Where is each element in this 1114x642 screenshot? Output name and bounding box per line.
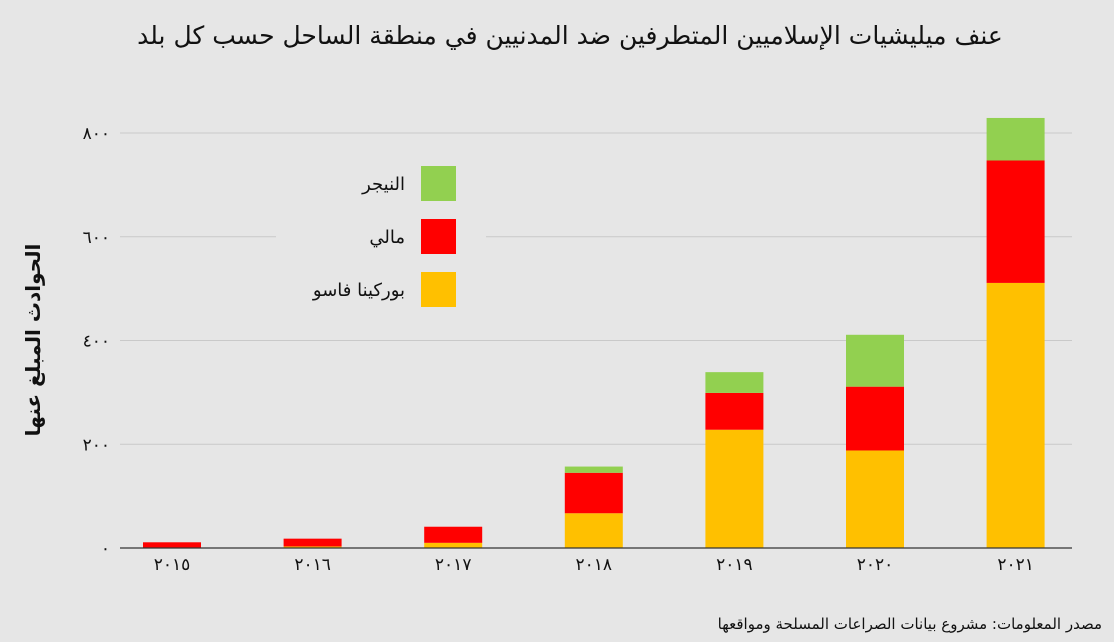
chart-title: عنف ميليشيات الإسلاميين المتطرفين ضد الم… [137,21,1003,50]
legend-label: بوركينا فاسو [312,280,405,301]
bar-segment [564,472,623,514]
legend: النيجر مالي بوركينا فاسو [312,166,456,307]
x-tick-label: ٢٠١٧ [435,555,472,575]
x-tick-label: ٢٠١٩ [716,555,753,575]
legend-swatch [421,272,456,307]
bar-segment [986,117,1045,161]
legend-label: النيجر [361,174,405,195]
y-tick-labels: ٠ ٢٠٠ ٤٠٠ ٦٠٠ ٨٠٠ [83,124,110,559]
source-note: مصدر المعلومات: مشروع بيانات الصراعات ال… [718,615,1102,633]
bar-segment [283,546,342,548]
legend-swatch [421,219,456,254]
legend-label: مالي [369,227,405,248]
bar-segment [846,386,904,451]
bars [143,117,1045,548]
y-axis-label: الحوادث المبلغ عنها [21,244,45,437]
x-tick-label: ٢٠١٥ [154,555,191,575]
y-tick-label: ٦٠٠ [83,228,110,248]
x-tick-label: ٢٠١٨ [576,555,613,575]
y-tick-label: ٠ [101,539,110,559]
x-tick-label: ٢٠٢١ [997,555,1034,575]
bar-segment [846,450,904,548]
bar-segment [424,526,483,543]
bar-segment [424,542,483,548]
y-tick-label: ٢٠٠ [83,435,110,455]
legend-swatch [421,166,456,201]
x-tick-label: ٢٠٢٠ [857,555,894,575]
bar-segment [283,538,342,547]
bar-segment [143,542,201,548]
y-tick-label: ٨٠٠ [83,124,110,144]
bar-segment [986,160,1045,283]
bar-segment [846,334,904,387]
y-tick-label: ٤٠٠ [83,332,110,352]
bar-segment [986,282,1045,548]
gridlines [120,132,1072,445]
bar-segment [705,372,764,393]
bar-segment [705,429,764,548]
x-tick-labels: ٢٠١٥ ٢٠١٦ ٢٠١٧ ٢٠١٨ ٢٠١٩ ٢٠٢٠ ٢٠٢١ [154,555,1034,575]
bar-segment [564,513,623,548]
x-tick-label: ٢٠١٦ [294,555,331,575]
bar-segment [564,466,623,473]
bar-segment [705,392,764,430]
